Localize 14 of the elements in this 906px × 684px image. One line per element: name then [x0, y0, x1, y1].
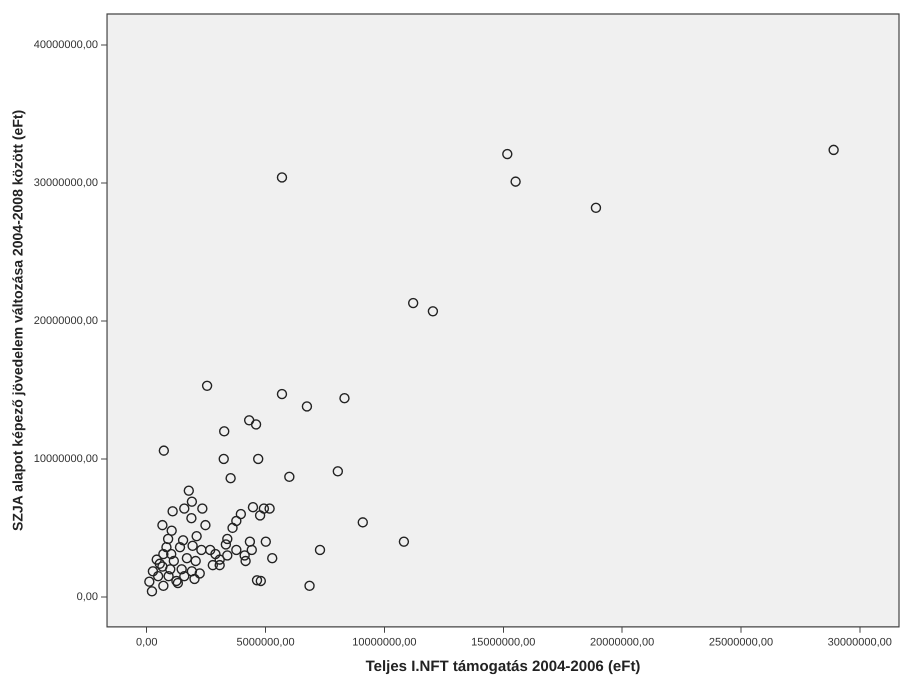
x-tick-label: 25000000,00 — [708, 636, 774, 648]
x-tick-label: 5000000,00 — [236, 636, 295, 648]
x-tick-label: 30000000,00 — [828, 636, 892, 648]
x-tick-label: 10000000,00 — [352, 636, 417, 648]
y-tick-label: 0,00 — [76, 590, 98, 603]
y-tick-label: 40000000,00 — [34, 39, 98, 52]
y-tick-label: 30000000,00 — [34, 177, 98, 190]
y-tick-label: 10000000,00 — [34, 452, 98, 465]
y-tick-label: 20000000,00 — [34, 314, 98, 327]
x-tick-label: 15000000,00 — [471, 636, 536, 648]
x-tick-label: 0,00 — [136, 636, 158, 648]
x-tick-label: 20000000,00 — [590, 636, 654, 648]
x-axis-title: Teljes I.NFT támogatás 2004-2006 (eFt) — [366, 658, 640, 676]
y-axis-title: SZJA alapot képező jövedelem változása 2004-2008 között (eFt) — [9, 110, 26, 531]
